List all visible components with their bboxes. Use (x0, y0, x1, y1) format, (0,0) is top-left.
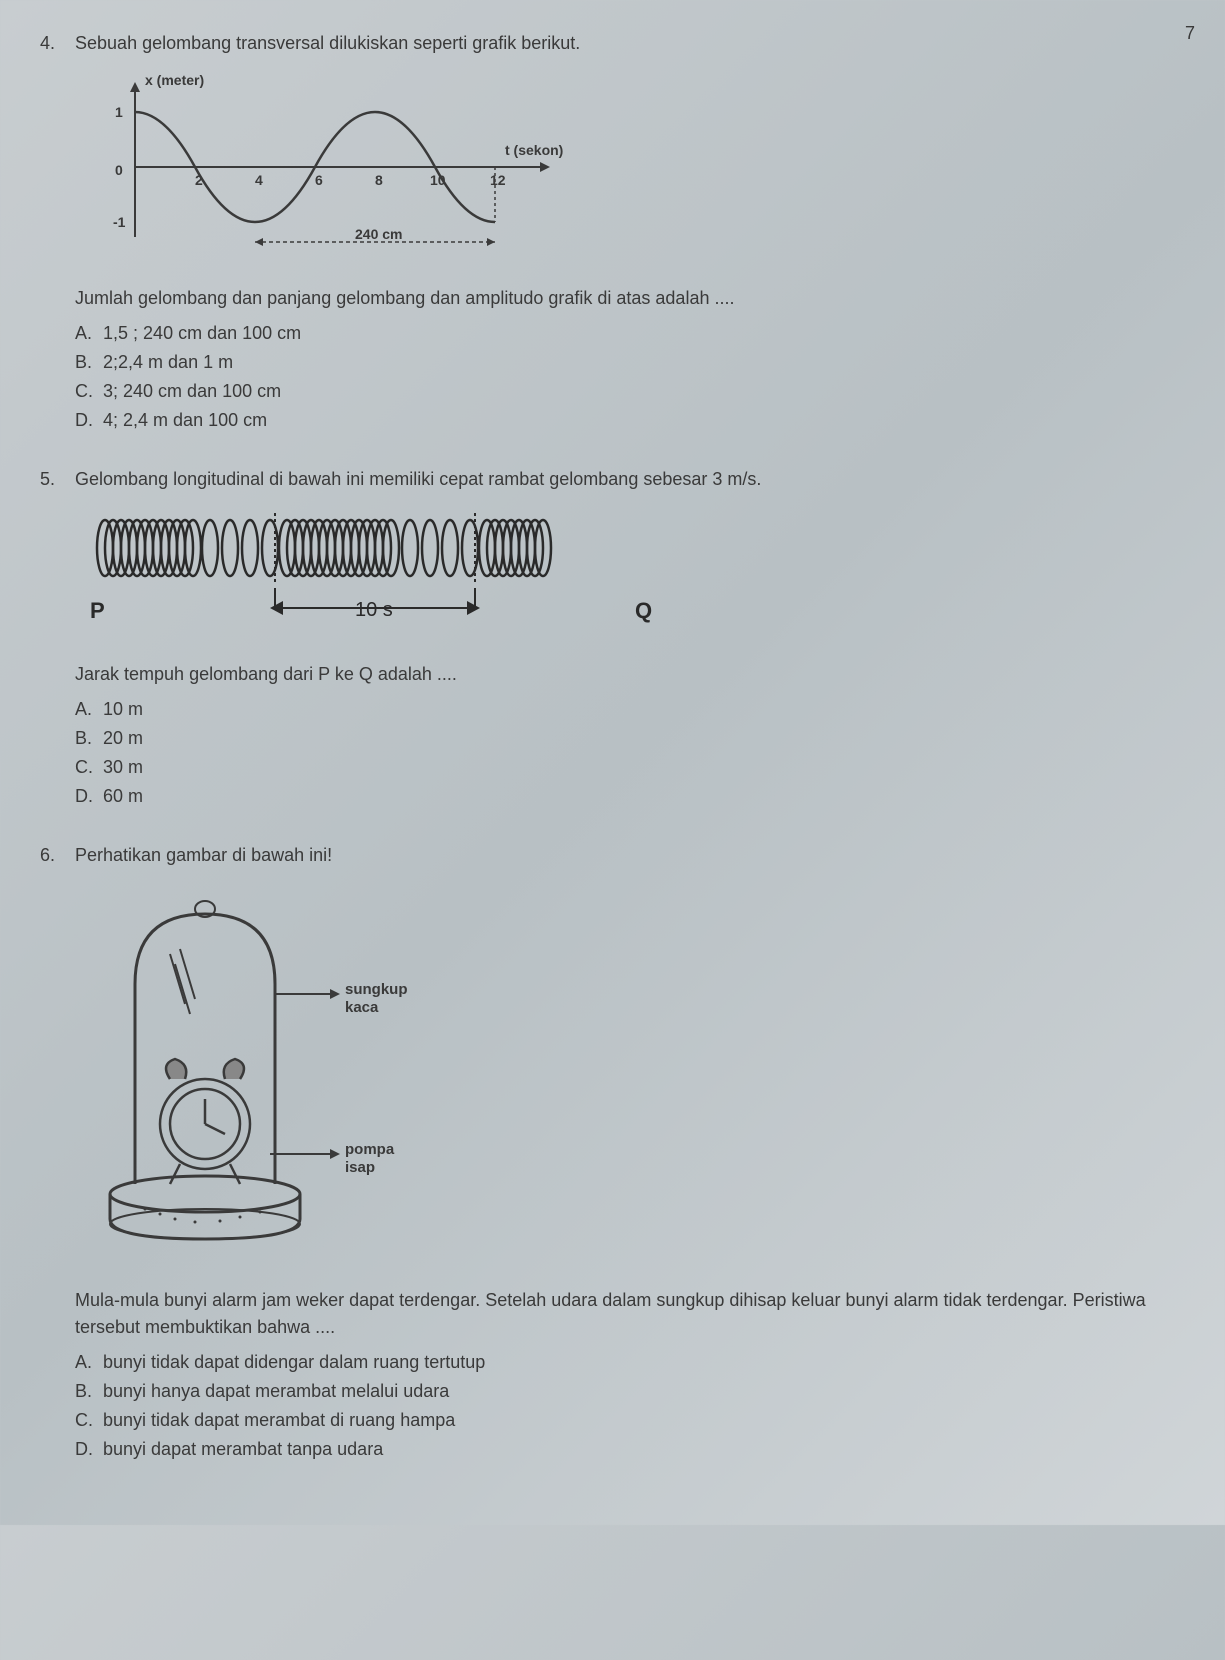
q6-opt-a: bunyi tidak dapat didengar dalam ruang t… (103, 1352, 485, 1372)
q4-opt-d: 4; 2,4 m dan 100 cm (103, 410, 267, 430)
page-corner-number: 7 (1185, 20, 1195, 47)
spring-right-label: Q (635, 598, 652, 623)
q5-opt-c: 30 m (103, 757, 143, 777)
question-4: 4. Sebuah gelombang transversal dilukisk… (40, 30, 1185, 436)
graph-bottom-label: 240 cm (355, 226, 402, 242)
q6-opt-b: bunyi hanya dapat merambat melalui udara (103, 1381, 449, 1401)
q5-opt-d: 60 m (103, 786, 143, 806)
q5-opt-b: 20 m (103, 728, 143, 748)
svg-text:1: 1 (115, 104, 123, 120)
graph-ylabel: x (meter) (145, 72, 204, 88)
opt-letter: B. (75, 349, 103, 376)
q4-prompt: Sebuah gelombang transversal dilukiskan … (75, 33, 580, 53)
opt-letter: B. (75, 1378, 103, 1405)
opt-letter: D. (75, 1436, 103, 1463)
q5-options: A.10 m B.20 m C.30 m D.60 m (75, 696, 1180, 810)
q4-sub-prompt: Jumlah gelombang dan panjang gelombang d… (75, 285, 1180, 312)
q6-sub-prompt: Mula-mula bunyi alarm jam weker dapat te… (75, 1287, 1180, 1341)
opt-letter: A. (75, 696, 103, 723)
svg-text:0: 0 (115, 162, 123, 178)
svg-text:isap: isap (345, 1159, 375, 1176)
svg-text:-1: -1 (113, 214, 126, 230)
question-6: 6. Perhatikan gambar di bawah ini! sungk… (40, 842, 1185, 1465)
q4-opt-a: 1,5 ; 240 cm dan 100 cm (103, 323, 301, 343)
q6-prompt: Perhatikan gambar di bawah ini! (75, 845, 332, 865)
svg-text:8: 8 (375, 172, 383, 188)
q5-prompt: Gelombang longitudinal di bawah ini memi… (75, 469, 761, 489)
q6-bell-jar-diagram: sungkup kaca (75, 884, 1180, 1272)
q5-spring-diagram: P Q 10 s (75, 508, 1180, 646)
spring-left-label: P (90, 598, 105, 623)
q5-number: 5. (40, 466, 70, 493)
svg-text:4: 4 (255, 172, 263, 188)
q5-sub-prompt: Jarak tempuh gelombang dari P ke Q adala… (75, 661, 1180, 688)
label-sungkup: sungkup (345, 981, 408, 998)
graph-xlabel: t (sekon) (505, 142, 563, 158)
q4-number: 4. (40, 30, 70, 57)
q6-opt-d: bunyi dapat merambat tanpa udara (103, 1439, 383, 1459)
svg-text:6: 6 (315, 172, 323, 188)
label-pompa: pompa (345, 1141, 395, 1158)
spring-time-label: 10 s (355, 599, 393, 621)
q4-opt-c: 3; 240 cm dan 100 cm (103, 381, 281, 401)
q6-opt-c: bunyi tidak dapat merambat di ruang hamp… (103, 1410, 455, 1430)
opt-letter: D. (75, 407, 103, 434)
opt-letter: D. (75, 783, 103, 810)
svg-text:12: 12 (490, 172, 506, 188)
q4-opt-b: 2;2,4 m dan 1 m (103, 352, 233, 372)
q5-opt-a: 10 m (103, 699, 143, 719)
q4-wave-graph: x (meter) t (sekon) 1 0 -1 2 4 6 8 10 1 (95, 67, 1180, 275)
opt-letter: B. (75, 725, 103, 752)
opt-letter: A. (75, 320, 103, 347)
opt-letter: A. (75, 1349, 103, 1376)
opt-letter: C. (75, 378, 103, 405)
opt-letter: C. (75, 1407, 103, 1434)
svg-text:kaca: kaca (345, 999, 379, 1016)
q6-number: 6. (40, 842, 70, 869)
question-5: 5. Gelombang longitudinal di bawah ini m… (40, 466, 1185, 812)
q6-options: A.bunyi tidak dapat didengar dalam ruang… (75, 1349, 1180, 1463)
q4-options: A.1,5 ; 240 cm dan 100 cm B.2;2,4 m dan … (75, 320, 1180, 434)
opt-letter: C. (75, 754, 103, 781)
